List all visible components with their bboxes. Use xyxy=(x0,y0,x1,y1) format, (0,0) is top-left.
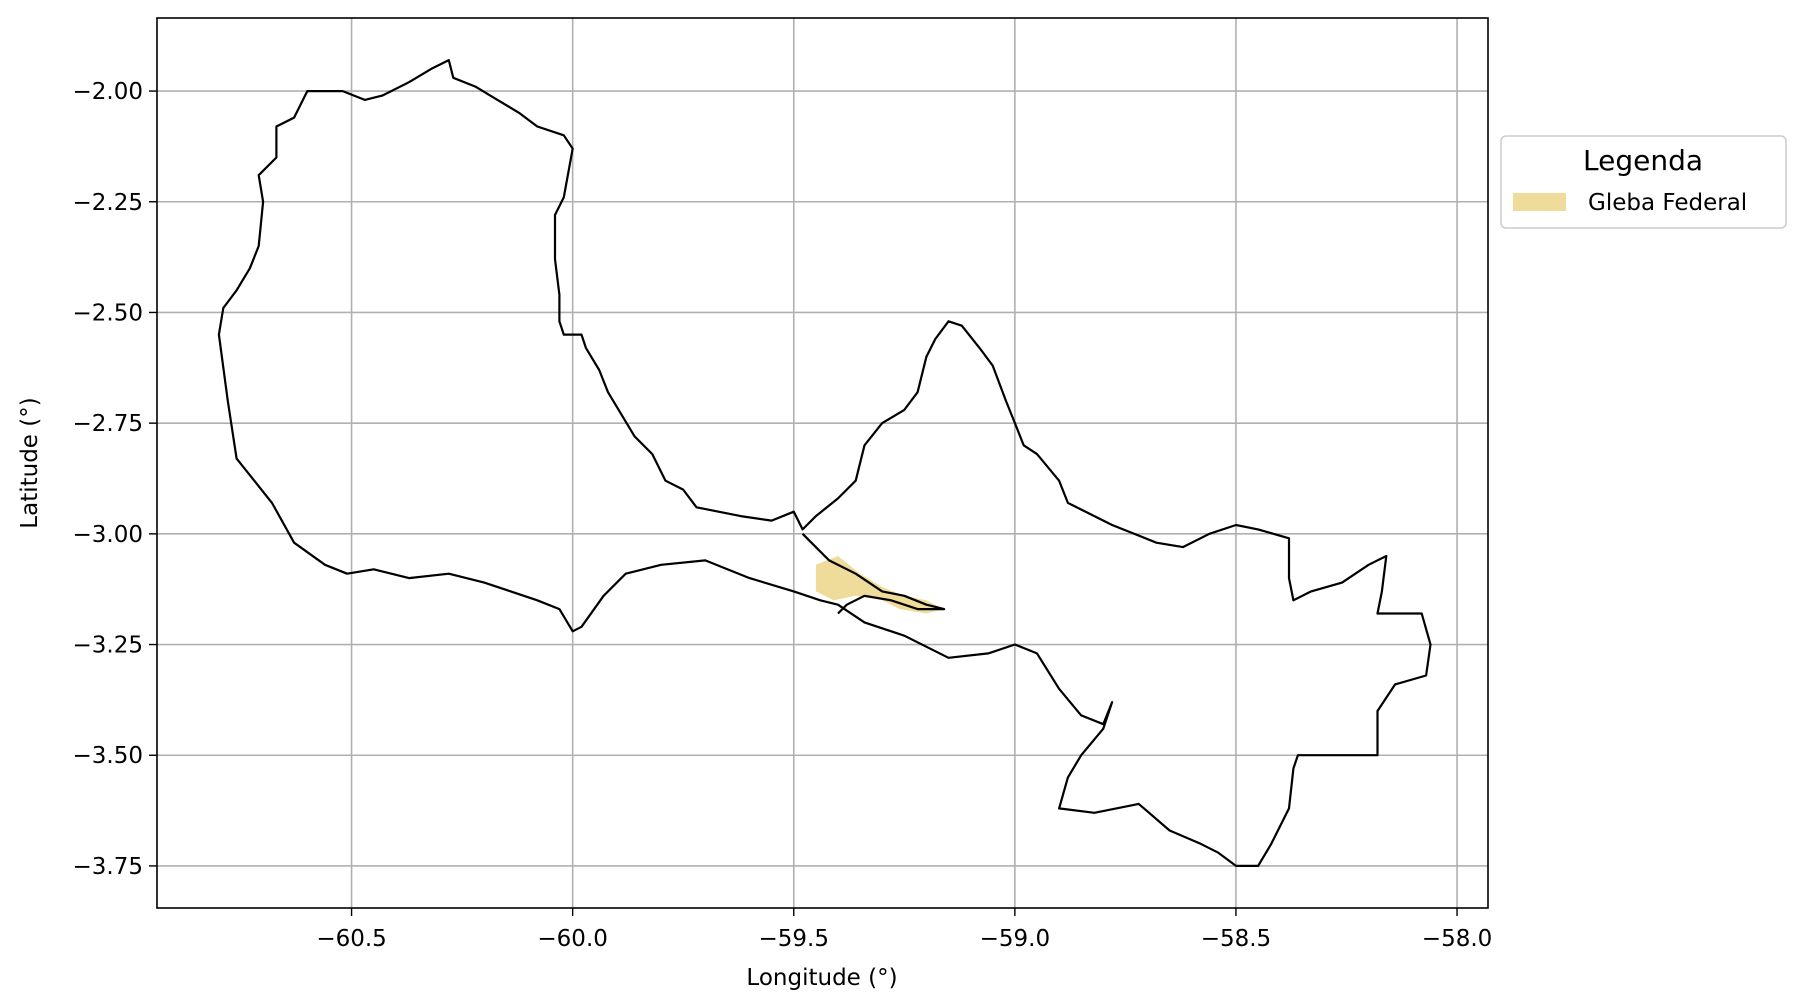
legend-swatch-gleba-federal xyxy=(1513,193,1566,211)
y-tick-label: −2.25 xyxy=(73,190,143,216)
y-tick-label: −2.50 xyxy=(73,300,143,326)
inner-boundary-line[interactable] xyxy=(801,533,946,615)
y-tick-label: −2.75 xyxy=(73,411,143,437)
x-tick-label: −59.5 xyxy=(759,926,829,952)
x-axis-label: Longitude (°) xyxy=(746,965,897,991)
y-axis-ticks: −2.00 −2.25 −2.50 −2.75 −3.00 −3.25 −3.50 −3.75 xyxy=(73,79,157,880)
x-tick-label: −60.5 xyxy=(316,926,386,952)
y-tick-label: −3.00 xyxy=(73,522,143,548)
municipality-boundary[interactable] xyxy=(217,59,1432,867)
y-tick-label: −2.00 xyxy=(73,79,143,105)
x-tick-label: −59.0 xyxy=(980,926,1050,952)
x-tick-label: −58.0 xyxy=(1422,926,1492,952)
y-tick-label: −3.50 xyxy=(73,743,143,769)
y-tick-label: −3.25 xyxy=(73,633,143,659)
y-tick-label: −3.75 xyxy=(73,854,143,880)
municipal-boundary-layer[interactable] xyxy=(217,59,1432,867)
x-tick-label: −58.5 xyxy=(1201,926,1271,952)
legend-box xyxy=(1500,135,1787,229)
x-axis-ticks: −60.5 −60.0 −59.5 −59.0 −58.5 −58.0 xyxy=(316,908,1492,952)
legend-title: Legenda xyxy=(1583,144,1703,177)
plot-frame xyxy=(156,17,1489,909)
legend-label-gleba-federal: Gleba Federal xyxy=(1588,190,1747,216)
legend: Legenda Gleba Federal xyxy=(1500,135,1787,229)
grid-lines xyxy=(157,18,1488,908)
x-tick-label: −60.0 xyxy=(537,926,607,952)
y-axis-label: Latitude (°) xyxy=(17,397,43,528)
